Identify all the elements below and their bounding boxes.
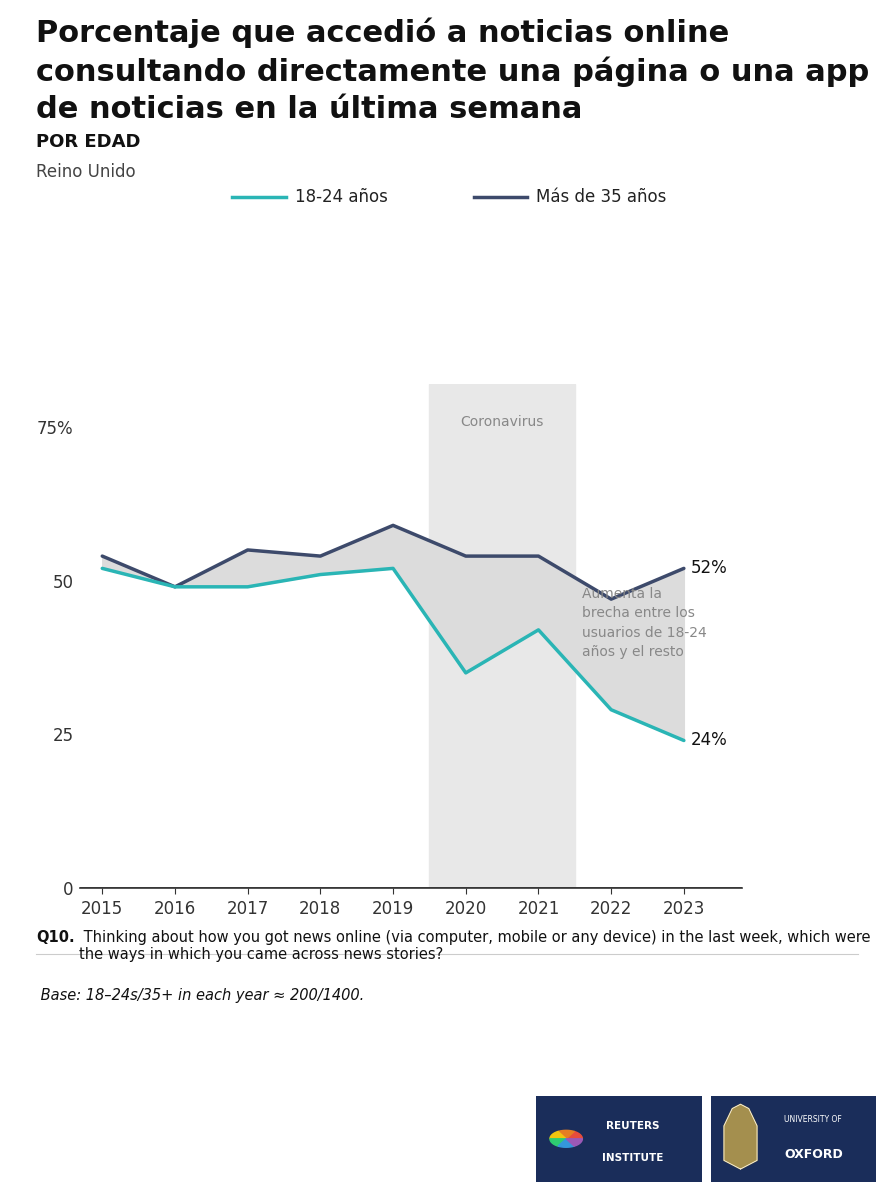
- Text: 18-24 años: 18-24 años: [295, 187, 388, 206]
- Polygon shape: [550, 1139, 566, 1146]
- Text: Reino Unido: Reino Unido: [36, 163, 135, 181]
- Polygon shape: [550, 1132, 566, 1139]
- Bar: [429, 384, 575, 888]
- Text: UNIVERSITY OF: UNIVERSITY OF: [784, 1115, 842, 1124]
- Text: Base: 18–24s/35+ in each year ≈ 200/1400.: Base: 18–24s/35+ in each year ≈ 200/1400…: [36, 988, 364, 1003]
- Text: REUTERS: REUTERS: [605, 1121, 659, 1130]
- Polygon shape: [558, 1139, 574, 1147]
- Text: consultando directamente una página o una app: consultando directamente una página o un…: [36, 56, 869, 86]
- Text: OXFORD: OXFORD: [784, 1148, 843, 1160]
- Polygon shape: [724, 1104, 757, 1169]
- Text: Porcentaje que accedió a noticias online: Porcentaje que accedió a noticias online: [36, 18, 729, 48]
- Text: 24%: 24%: [691, 732, 728, 750]
- Text: Q10.: Q10.: [36, 930, 74, 946]
- Polygon shape: [566, 1132, 582, 1139]
- Text: 52%: 52%: [691, 559, 728, 577]
- Polygon shape: [566, 1139, 582, 1146]
- Text: Más de 35 años: Más de 35 años: [536, 187, 667, 206]
- Text: Coronavirus: Coronavirus: [460, 415, 544, 428]
- Text: Aumenta la
brecha entre los
usuarios de 18-24
años y el resto: Aumenta la brecha entre los usuarios de …: [582, 587, 707, 659]
- Text: de noticias en la última semana: de noticias en la última semana: [36, 95, 582, 124]
- Text: Thinking about how you got news online (via computer, mobile or any device) in t: Thinking about how you got news online (…: [79, 930, 870, 962]
- Text: INSTITUTE: INSTITUTE: [602, 1153, 663, 1163]
- Text: POR EDAD: POR EDAD: [36, 133, 140, 151]
- Polygon shape: [558, 1130, 574, 1139]
